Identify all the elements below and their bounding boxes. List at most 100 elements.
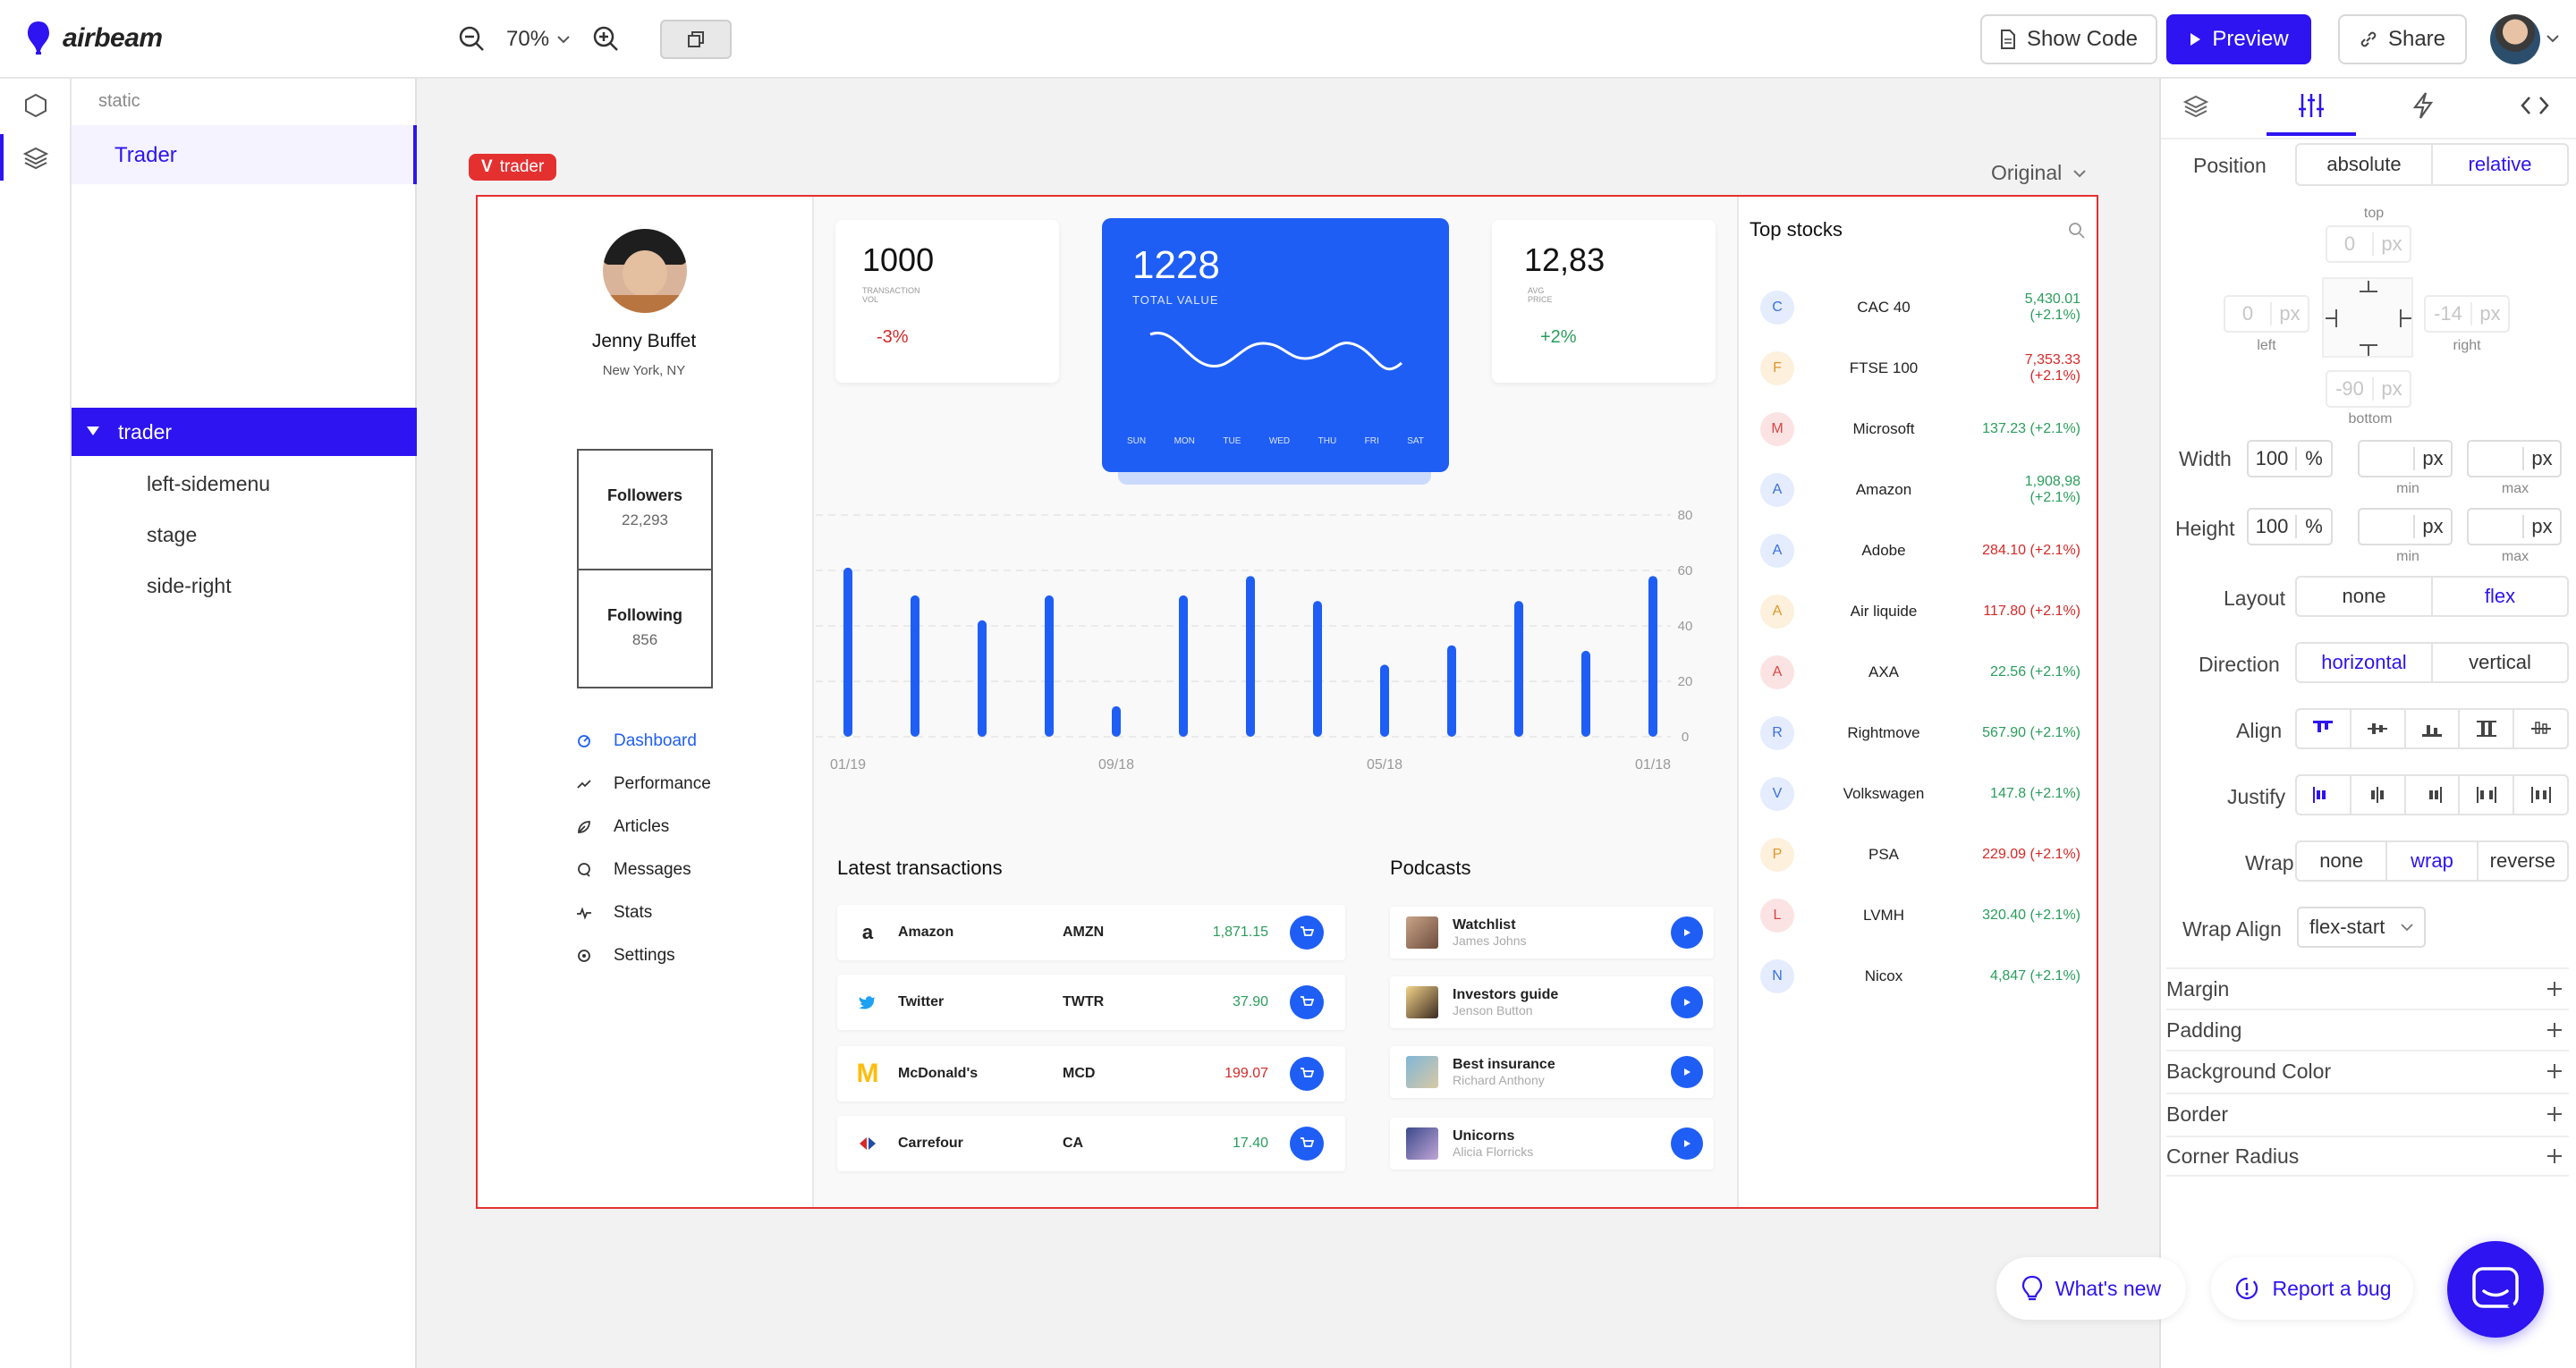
justify-center[interactable] xyxy=(2351,776,2406,814)
stock-row[interactable]: M Microsoft 137.23 (+2.1%) xyxy=(1755,399,2080,460)
direction-vertical[interactable]: vertical xyxy=(2469,651,2531,673)
layout-flex[interactable]: flex xyxy=(2484,585,2516,607)
stock-row[interactable]: L LVMH 320.40 (+2.1%) xyxy=(1755,885,2080,946)
whats-new-button[interactable]: What's new xyxy=(1996,1257,2186,1320)
justify-start[interactable] xyxy=(2297,776,2351,814)
zoom-in-icon[interactable] xyxy=(592,25,621,54)
report-bug-button[interactable]: Report a bug xyxy=(2211,1257,2413,1320)
show-code-button[interactable]: Show Code xyxy=(1980,14,2157,64)
share-button[interactable]: Share xyxy=(2338,14,2467,64)
tree-item-stage[interactable]: stage xyxy=(147,523,198,546)
play-button[interactable] xyxy=(1671,1056,1703,1088)
list-item[interactable]: Investors guide Jenson Button xyxy=(1390,976,1714,1028)
play-button[interactable] xyxy=(1671,1127,1703,1160)
width-max-input[interactable]: px xyxy=(2467,440,2562,477)
menu-item-articles[interactable]: Articles xyxy=(576,817,711,837)
table-row[interactable]: a Amazon AMZN 1,871.15 xyxy=(837,905,1345,960)
code-icon[interactable] xyxy=(2521,95,2549,116)
justify-between[interactable] xyxy=(2460,776,2515,814)
layers-icon[interactable] xyxy=(22,145,49,172)
align-stretch[interactable] xyxy=(2460,710,2515,747)
stock-row[interactable]: A Amazon 1,908,98 (+2.1%) xyxy=(1755,460,2080,520)
align-start[interactable] xyxy=(2297,710,2351,747)
view-mode-select[interactable]: Original xyxy=(1991,161,2087,185)
lightning-icon[interactable] xyxy=(2410,91,2436,120)
device-toggle-button[interactable] xyxy=(660,20,732,59)
right-input[interactable]: -14 px xyxy=(2424,295,2510,333)
list-item[interactable]: Watchlist James Johns xyxy=(1390,907,1714,958)
align-control[interactable] xyxy=(2295,708,2569,749)
stock-row[interactable]: A AXA 22.56 (+2.1%) xyxy=(1755,642,2080,703)
stock-row[interactable]: V Volkswagen 147.8 (+2.1%) xyxy=(1755,764,2080,824)
menu-item-stats[interactable]: Stats xyxy=(576,903,711,923)
tree-item-side-right[interactable]: side-right xyxy=(147,574,232,597)
stock-row[interactable]: R Rightmove 567.90 (+2.1%) xyxy=(1755,703,2080,764)
justify-end[interactable] xyxy=(2406,776,2461,814)
sliders-icon[interactable] xyxy=(2297,91,2326,120)
height-input[interactable]: 100% xyxy=(2247,508,2333,545)
stock-row[interactable]: A Adobe 284.10 (+2.1%) xyxy=(1755,520,2080,581)
wrap-align-select[interactable]: flex-start xyxy=(2297,907,2426,948)
layers-icon[interactable] xyxy=(2182,93,2209,120)
height-max-input[interactable]: px xyxy=(2467,508,2562,545)
tree-item-trader[interactable]: trader xyxy=(72,408,417,456)
chat-launcher-button[interactable] xyxy=(2447,1241,2544,1338)
stock-row[interactable]: P PSA 229.09 (+2.1%) xyxy=(1755,824,2080,885)
list-item[interactable]: Best insurance Richard Anthony xyxy=(1390,1046,1714,1098)
position-control[interactable]: absolute relative xyxy=(2295,143,2569,186)
layout-none[interactable]: none xyxy=(2297,578,2433,615)
components-icon[interactable] xyxy=(22,92,49,119)
preview-button[interactable]: Preview xyxy=(2166,14,2311,64)
align-center[interactable] xyxy=(2351,710,2406,747)
chevron-down-icon[interactable] xyxy=(2546,34,2560,43)
padding-section[interactable]: Padding xyxy=(2166,1009,2569,1050)
align-baseline[interactable] xyxy=(2514,710,2567,747)
corner-radius-section[interactable]: Corner Radius xyxy=(2166,1136,2569,1177)
menu-item-settings[interactable]: Settings xyxy=(576,946,711,966)
list-item[interactable]: Unicorns Alicia Florricks xyxy=(1390,1118,1714,1170)
width-min-input[interactable]: px xyxy=(2358,440,2453,477)
page-item-trader[interactable]: Trader xyxy=(72,125,417,184)
menu-item-dashboard[interactable]: Dashboard xyxy=(576,731,711,751)
stock-row[interactable]: F FTSE 100 7,353.33 (+2.1%) xyxy=(1755,338,2080,399)
cart-button[interactable] xyxy=(1290,985,1324,1019)
stock-row[interactable]: C CAC 40 5,430.01 (+2.1%) xyxy=(1755,277,2080,338)
justify-around[interactable] xyxy=(2514,776,2567,814)
caret-down-icon[interactable] xyxy=(86,426,100,436)
zoom-out-icon[interactable] xyxy=(458,25,487,54)
table-row[interactable]: Carrefour CA 17.40 xyxy=(837,1116,1345,1171)
menu-item-messages[interactable]: Messages xyxy=(576,860,711,880)
height-min-input[interactable]: px xyxy=(2358,508,2453,545)
bottom-input[interactable]: -90 px xyxy=(2326,370,2411,408)
search-icon[interactable] xyxy=(2068,222,2086,240)
table-row[interactable]: M McDonald's MCD 199.07 xyxy=(837,1046,1345,1102)
background-color-section[interactable]: Background Color xyxy=(2166,1050,2569,1091)
wrap-reverse[interactable]: reverse xyxy=(2489,849,2555,872)
app-name[interactable]: airbeam xyxy=(63,23,163,53)
direction-control[interactable]: horizontal vertical xyxy=(2295,642,2569,683)
wrap-control[interactable]: none wrap reverse xyxy=(2295,840,2569,882)
cart-button[interactable] xyxy=(1290,1057,1324,1091)
menu-item-performance[interactable]: Performance xyxy=(576,774,711,794)
table-row[interactable]: Twitter TWTR 37.90 xyxy=(837,975,1345,1030)
margin-section[interactable]: Margin xyxy=(2166,967,2569,1009)
play-button[interactable] xyxy=(1671,916,1703,949)
position-relative[interactable]: relative xyxy=(2468,153,2532,175)
justify-control[interactable] xyxy=(2295,774,2569,815)
component-badge[interactable]: V trader xyxy=(469,154,557,181)
width-input[interactable]: 100% xyxy=(2247,440,2333,477)
cart-button[interactable] xyxy=(1290,1127,1324,1161)
position-absolute[interactable]: absolute xyxy=(2297,145,2433,184)
layout-control[interactable]: none flex xyxy=(2295,576,2569,617)
tree-item-left-sidemenu[interactable]: left-sidemenu xyxy=(147,472,271,495)
border-section[interactable]: Border xyxy=(2166,1093,2569,1134)
cart-button[interactable] xyxy=(1290,916,1324,950)
top-input[interactable]: 0 px xyxy=(2326,225,2411,263)
user-avatar[interactable] xyxy=(2490,14,2540,64)
wrap-none[interactable]: none xyxy=(2297,842,2388,880)
align-end[interactable] xyxy=(2406,710,2461,747)
direction-horizontal[interactable]: horizontal xyxy=(2297,644,2433,681)
wrap-wrap[interactable]: wrap xyxy=(2387,842,2479,880)
stock-row[interactable]: N Nicox 4,847 (+2.1%) xyxy=(1755,946,2080,1007)
left-input[interactable]: 0 px xyxy=(2224,295,2309,333)
